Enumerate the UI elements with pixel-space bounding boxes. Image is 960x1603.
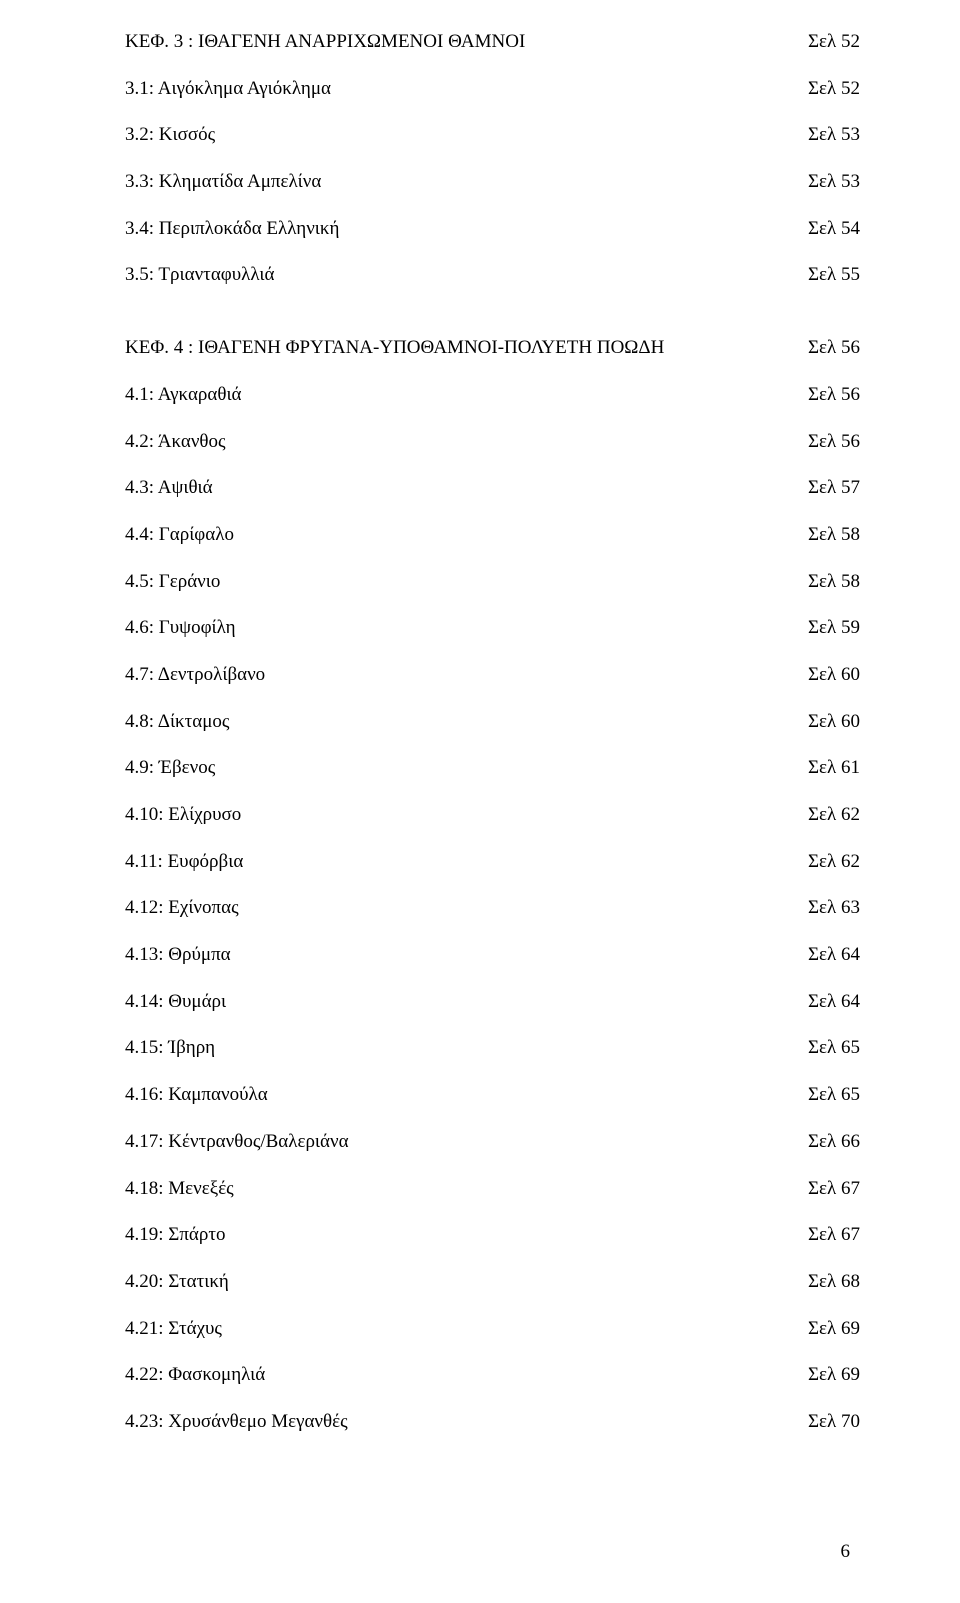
toc-label: 4.2: Άκανθος (125, 430, 226, 455)
toc-label: 3.1: Αιγόκλημα Αγιόκλημα (125, 77, 331, 102)
toc-label: 4.3: Αψιθιά (125, 476, 213, 501)
toc-entry: 4.9: Έβενος Σελ 61 (125, 756, 860, 781)
toc-entry: 4.5: Γεράνιο Σελ 58 (125, 570, 860, 595)
toc-entry: 4.16: Καμπανούλα Σελ 65 (125, 1083, 860, 1108)
toc-entry: 4.3: Αψιθιά Σελ 57 (125, 476, 860, 501)
toc-page: Σελ 64 (808, 990, 860, 1015)
toc-label: 4.7: Δεντρολίβανο (125, 663, 265, 688)
toc-label: 4.14: Θυμάρι (125, 990, 226, 1015)
toc-page: Σελ 54 (808, 217, 860, 242)
toc-label: 4.19: Σπάρτο (125, 1223, 226, 1248)
toc-entry: 4.11: Ευφόρβια Σελ 62 (125, 850, 860, 875)
toc-label: 4.8: Δίκταμος (125, 710, 229, 735)
toc-label: 4.21: Στάχυς (125, 1317, 222, 1342)
toc-entry: 4.23: Χρυσάνθεμο Μεγανθές Σελ 70 (125, 1410, 860, 1435)
toc-label: 4.17: Κέντρανθος/Βαλεριάνα (125, 1130, 349, 1155)
toc-page: Σελ 53 (808, 123, 860, 148)
toc-entry: 4.7: Δεντρολίβανο Σελ 60 (125, 663, 860, 688)
toc-page: Σελ 63 (808, 896, 860, 921)
toc-label: 4.16: Καμπανούλα (125, 1083, 268, 1108)
toc-page: Σελ 64 (808, 943, 860, 968)
toc-entry: 4.4: Γαρίφαλο Σελ 58 (125, 523, 860, 548)
toc-entry: 4.10: Ελίχρυσο Σελ 62 (125, 803, 860, 828)
toc-entry: 4.8: Δίκταμος Σελ 60 (125, 710, 860, 735)
toc-label: 4.12: Εχίνοπας (125, 896, 239, 921)
toc-label: 4.4: Γαρίφαλο (125, 523, 234, 548)
toc-label: 4.23: Χρυσάνθεμο Μεγανθές (125, 1410, 348, 1435)
chapter-title: ΚΕΦ. 4 : ΙΘΑΓΕΝΗ ΦΡΥΓΑΝΑ-ΥΠΟΘΑΜΝΟΙ-ΠΟΛΥΕ… (125, 336, 664, 361)
toc-entry: 4.21: Στάχυς Σελ 69 (125, 1317, 860, 1342)
toc-entry: 4.14: Θυμάρι Σελ 64 (125, 990, 860, 1015)
toc-entry: 3.1: Αιγόκλημα Αγιόκλημα Σελ 52 (125, 77, 860, 102)
toc-page: Σελ 59 (808, 616, 860, 641)
toc-page: Σελ 56 (808, 430, 860, 455)
toc-page: Σελ 69 (808, 1317, 860, 1342)
toc-entry: 4.2: Άκανθος Σελ 56 (125, 430, 860, 455)
chapter-page: Σελ 56 (808, 336, 860, 361)
toc-page: Σελ 62 (808, 850, 860, 875)
toc-label: 4.20: Στατική (125, 1270, 229, 1295)
toc-entry: 3.4: Περιπλοκάδα Ελληνική Σελ 54 (125, 217, 860, 242)
toc-page: Σελ 67 (808, 1177, 860, 1202)
toc-label: 3.4: Περιπλοκάδα Ελληνική (125, 217, 339, 242)
toc-page: Σελ 60 (808, 710, 860, 735)
toc-label: 4.10: Ελίχρυσο (125, 803, 241, 828)
toc-entry: 3.5: Τριανταφυλλιά Σελ 55 (125, 263, 860, 288)
toc-label: 4.9: Έβενος (125, 756, 215, 781)
toc-entry: 4.22: Φασκομηλιά Σελ 69 (125, 1363, 860, 1388)
toc-entry: 4.20: Στατική Σελ 68 (125, 1270, 860, 1295)
toc-page: Σελ 69 (808, 1363, 860, 1388)
toc-page: Σελ 57 (808, 476, 860, 501)
toc-page: Σελ 65 (808, 1036, 860, 1061)
chapter-heading: ΚΕΦ. 4 : ΙΘΑΓΕΝΗ ΦΡΥΓΑΝΑ-ΥΠΟΘΑΜΝΟΙ-ΠΟΛΥΕ… (125, 336, 860, 361)
toc-page: Σελ 56 (808, 383, 860, 408)
toc-page: Σελ 60 (808, 663, 860, 688)
toc-label: 4.11: Ευφόρβια (125, 850, 243, 875)
toc-page: Σελ 68 (808, 1270, 860, 1295)
toc-label: 4.1: Αγκαραθιά (125, 383, 242, 408)
toc-label: 3.3: Κληματίδα Αμπελίνα (125, 170, 321, 195)
document-page: ΚΕΦ. 3 : ΙΘΑΓΕΝΗ ΑΝΑΡΡΙΧΩΜΕΝΟΙ ΘΑΜΝΟΙ Σε… (0, 0, 960, 1603)
toc-label: 4.18: Μενεξές (125, 1177, 234, 1202)
toc-label: 4.15: Ίβηρη (125, 1036, 215, 1061)
toc-label: 4.6: Γυψοφίλη (125, 616, 236, 641)
chapter-page: Σελ 52 (808, 30, 860, 55)
toc-label: 3.5: Τριανταφυλλιά (125, 263, 274, 288)
toc-page: Σελ 66 (808, 1130, 860, 1155)
chapter-heading: ΚΕΦ. 3 : ΙΘΑΓΕΝΗ ΑΝΑΡΡΙΧΩΜΕΝΟΙ ΘΑΜΝΟΙ Σε… (125, 30, 860, 55)
toc-page: Σελ 67 (808, 1223, 860, 1248)
toc-page: Σελ 70 (808, 1410, 860, 1435)
toc-entry: 4.6: Γυψοφίλη Σελ 59 (125, 616, 860, 641)
toc-label: 4.13: Θρύμπα (125, 943, 231, 968)
toc-page: Σελ 58 (808, 570, 860, 595)
toc-entry: 3.3: Κληματίδα Αμπελίνα Σελ 53 (125, 170, 860, 195)
toc-entry: 4.17: Κέντρανθος/Βαλεριάνα Σελ 66 (125, 1130, 860, 1155)
toc-label: 4.22: Φασκομηλιά (125, 1363, 265, 1388)
toc-page: Σελ 53 (808, 170, 860, 195)
chapter-title: ΚΕΦ. 3 : ΙΘΑΓΕΝΗ ΑΝΑΡΡΙΧΩΜΕΝΟΙ ΘΑΜΝΟΙ (125, 30, 525, 55)
toc-page: Σελ 55 (808, 263, 860, 288)
toc-entry: 4.18: Μενεξές Σελ 67 (125, 1177, 860, 1202)
toc-page: Σελ 65 (808, 1083, 860, 1108)
toc-entry: 4.13: Θρύμπα Σελ 64 (125, 943, 860, 968)
toc-entry: 3.2: Κισσός Σελ 53 (125, 123, 860, 148)
toc-entry: 4.15: Ίβηρη Σελ 65 (125, 1036, 860, 1061)
toc-label: 3.2: Κισσός (125, 123, 215, 148)
page-number: 6 (841, 1541, 851, 1563)
toc-page: Σελ 61 (808, 756, 860, 781)
toc-page: Σελ 52 (808, 77, 860, 102)
toc-page: Σελ 62 (808, 803, 860, 828)
toc-page: Σελ 58 (808, 523, 860, 548)
toc-entry: 4.1: Αγκαραθιά Σελ 56 (125, 383, 860, 408)
toc-label: 4.5: Γεράνιο (125, 570, 220, 595)
toc-entry: 4.12: Εχίνοπας Σελ 63 (125, 896, 860, 921)
toc-entry: 4.19: Σπάρτο Σελ 67 (125, 1223, 860, 1248)
